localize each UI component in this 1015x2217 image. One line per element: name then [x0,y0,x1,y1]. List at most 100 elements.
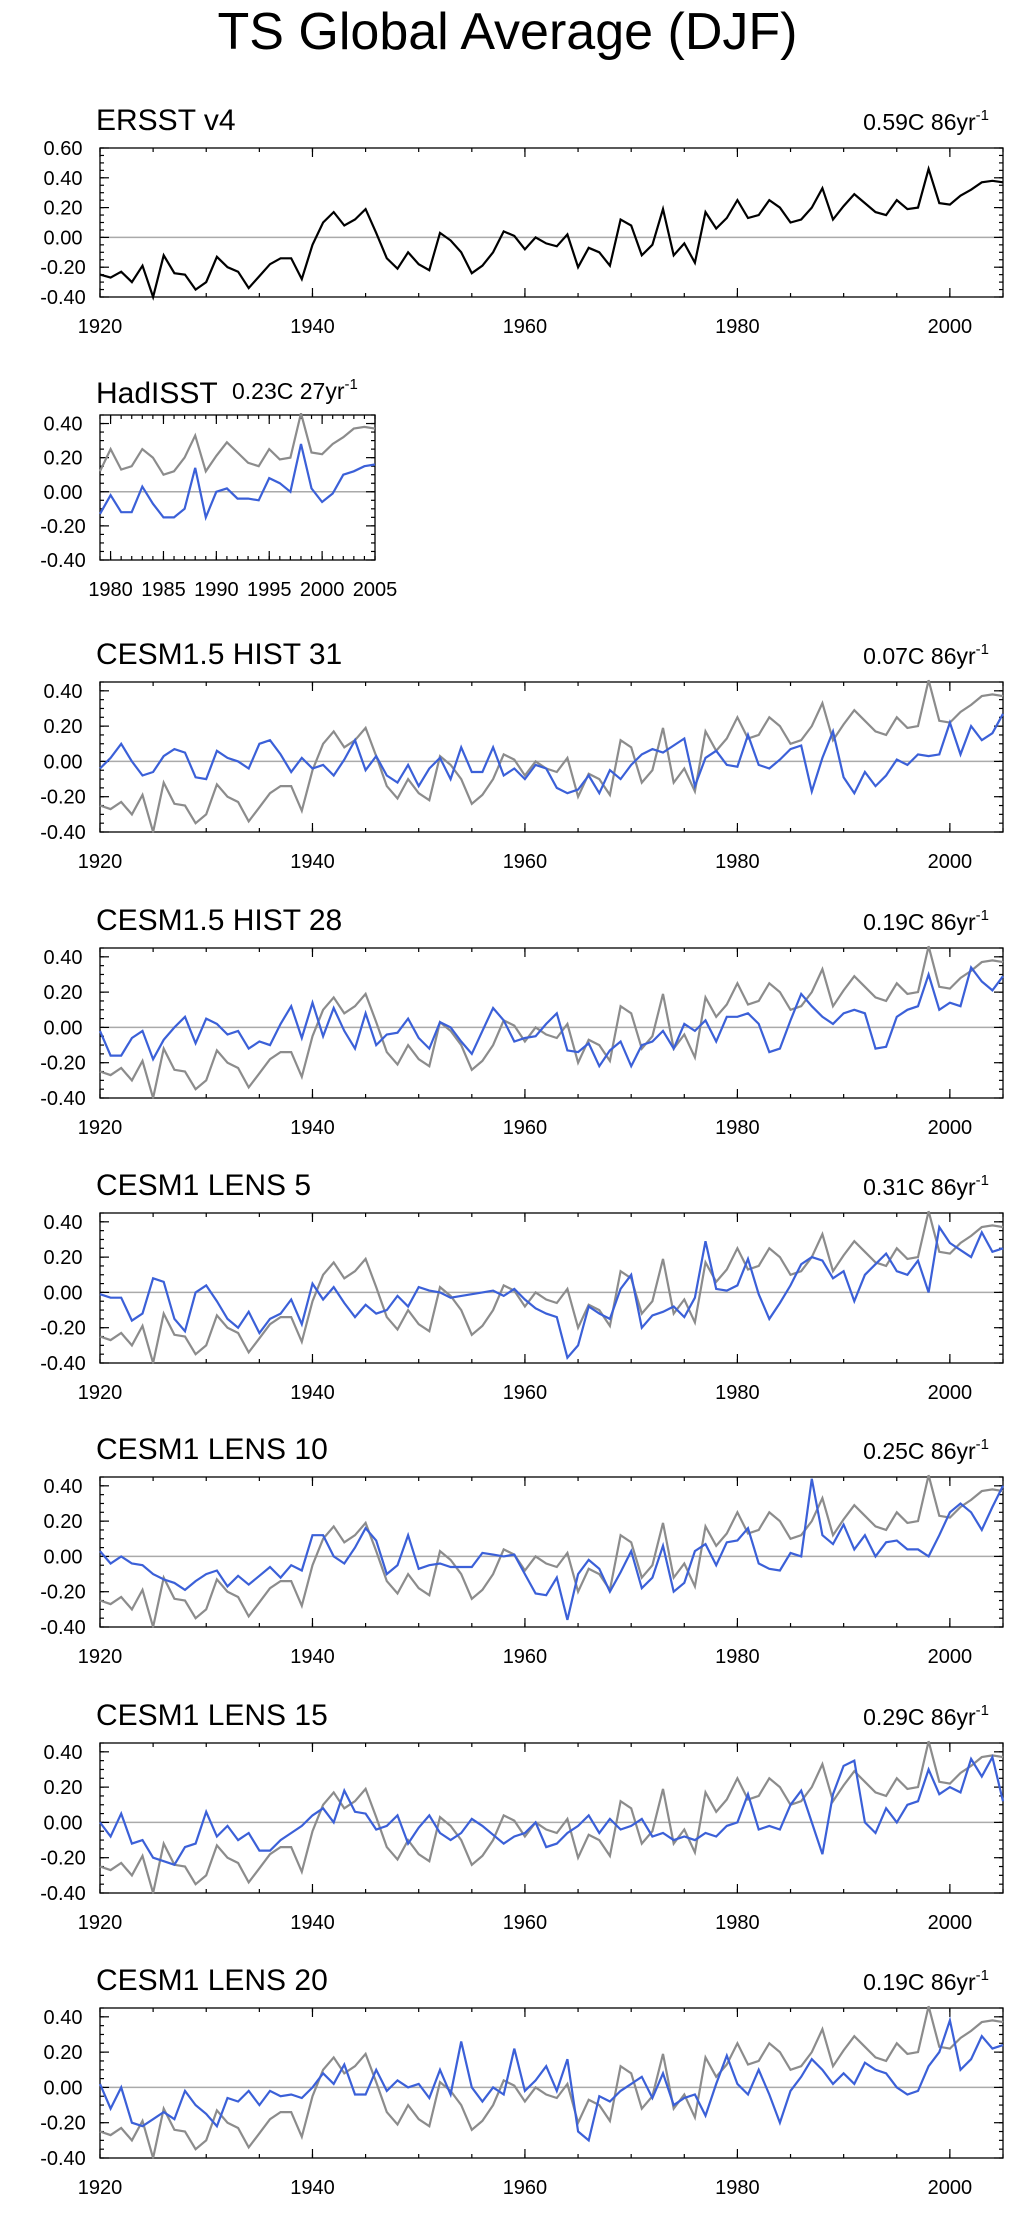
reference-series-line [99,1474,1004,1628]
x-tick-label: 1980 [715,1117,760,1139]
x-tick-label: 1940 [290,1382,335,1404]
y-tick-label: -0.40 [40,2148,86,2170]
y-tick-label: 0.00 [44,2077,83,2099]
x-tick-label: 1960 [503,1117,548,1139]
x-tick-label: 2005 [353,579,398,601]
panel-title: CESM1 LENS 20 [96,1964,328,1997]
trend-superscript: -1 [976,907,989,924]
panel-4: CESM1.5 HIST 28 0.19C 86yr-1 0.40 0.20 0.00 -… [40,904,1004,1139]
trend-superscript: -1 [345,376,358,393]
y-tick-label: 0.00 [44,1546,83,1568]
y-tick-label: -0.40 [40,1617,86,1639]
y-tick-label: -0.20 [40,1053,86,1075]
panel-title: HadISST [96,377,218,410]
panel-title: CESM1.5 HIST 28 [96,904,342,937]
y-tick-label: 0.60 [44,138,83,160]
x-tick-label: 2000 [928,1912,973,1934]
main-series-line [98,2016,1004,2143]
panel-8: CESM1 LENS 20 0.19C 86yr-1 0.40 0.20 0.00 -0.… [40,1964,1004,2199]
y-tick-label: 0.00 [44,1282,83,1304]
trend-label: 0.19C 86yr-1 [863,907,989,935]
y-tick-label: 0.20 [44,1247,83,1269]
y-tick-label: 0.40 [44,168,83,190]
x-tick-label: 1920 [78,316,123,338]
x-tick-label: 1980 [715,1646,760,1668]
y-tick-label: -0.20 [40,787,86,809]
y-tick-label: 0.00 [44,1017,83,1039]
y-tick-label: -0.40 [40,1088,86,1110]
x-tick-label: 2000 [928,1382,973,1404]
x-tick-label: 1980 [715,2177,760,2199]
x-tick-label: 1960 [503,1912,548,1934]
x-tick-label: 1980 [715,1912,760,1934]
plot-frame [99,1742,1004,1894]
y-tick-label: 0.40 [44,414,83,436]
x-tick-label: 1940 [290,851,335,873]
panel-3: CESM1.5 HIST 31 0.07C 86yr-1 0.40 0.20 0.00 -… [40,638,1004,873]
x-tick-label: 1980 [715,316,760,338]
main-series-line [99,713,1004,796]
reference-series-line [99,413,376,477]
panel-title: ERSST v4 [96,104,236,137]
trend-superscript: -1 [976,1702,989,1719]
main-series-line [99,1478,1004,1621]
y-tick-label: -0.40 [40,1883,86,1905]
main-series-line [99,1224,1004,1360]
panel-7: CESM1 LENS 15 0.29C 86yr-1 0.40 0.20 0.00 -0.… [40,1699,1005,1934]
y-tick-label: -0.40 [40,1353,86,1375]
x-tick-label: 1980 [88,579,133,601]
panel-5: CESM1 LENS 5 0.31C 86yr-1 0.40 0.20 0.00 -0.2… [40,1169,1004,1404]
trend-label: 0.07C 86yr-1 [863,641,989,669]
x-tick-label: 1960 [503,316,548,338]
y-tick-label: -0.20 [40,1318,86,1340]
y-tick-label: 0.00 [44,1812,83,1834]
y-tick-label: 0.00 [44,482,83,504]
x-tick-label: 1995 [247,579,292,601]
plot-frame [99,2007,1004,2159]
y-tick-label: -0.20 [40,1848,86,1870]
y-tick-label: 0.40 [44,947,83,969]
plot-frame [99,947,1004,1099]
x-tick-label: 1940 [290,1646,335,1668]
plot-frame [99,681,1004,833]
panel-title: CESM1 LENS 15 [96,1699,328,1732]
x-tick-label: 1940 [290,2177,335,2199]
x-tick-label: 2000 [928,851,973,873]
x-tick-label: 1980 [715,851,760,873]
x-tick-label: 1940 [290,1912,335,1934]
reference-series-line [99,679,1004,833]
y-tick-label: -0.20 [40,257,86,279]
y-tick-label: 0.40 [44,2007,83,2029]
y-tick-label: 0.40 [44,1742,83,1764]
trend-label: 0.25C 86yr-1 [863,1436,989,1464]
x-tick-label: 1920 [78,2177,123,2199]
plot-frame [99,1476,1004,1628]
plot-frame [99,1212,1004,1364]
x-tick-label: 1985 [141,579,186,601]
panel-title: CESM1 LENS 5 [96,1169,311,1202]
reference-series-line [99,2005,1004,2159]
main-series-line [99,164,1004,301]
x-tick-label: 2000 [300,579,345,601]
trend-superscript: -1 [976,1172,989,1189]
x-tick-label: 2000 [928,1117,973,1139]
trend-label: 0.59C 86yr-1 [863,107,989,135]
y-tick-label: -0.20 [40,1582,86,1604]
y-tick-label: 0.20 [44,982,83,1004]
panel-6: CESM1 LENS 10 0.25C 86yr-1 0.40 0.20 0.00 -0.… [40,1433,1004,1668]
y-tick-label: 0.20 [44,198,83,220]
x-tick-label: 1940 [290,316,335,338]
y-tick-label: -0.40 [40,287,86,309]
x-tick-label: 1920 [78,1912,123,1934]
x-tick-label: 1940 [290,1117,335,1139]
y-tick-label: 0.20 [44,2042,83,2064]
y-tick-label: 0.20 [44,1511,83,1533]
x-tick-label: 1960 [503,1646,548,1668]
main-series-line [99,1754,1005,1867]
x-tick-label: 1980 [715,1382,760,1404]
y-tick-label: -0.20 [40,2113,86,2135]
x-tick-label: 1960 [503,2177,548,2199]
y-tick-label: 0.40 [44,1212,83,1234]
y-tick-label: 0.20 [44,448,83,470]
